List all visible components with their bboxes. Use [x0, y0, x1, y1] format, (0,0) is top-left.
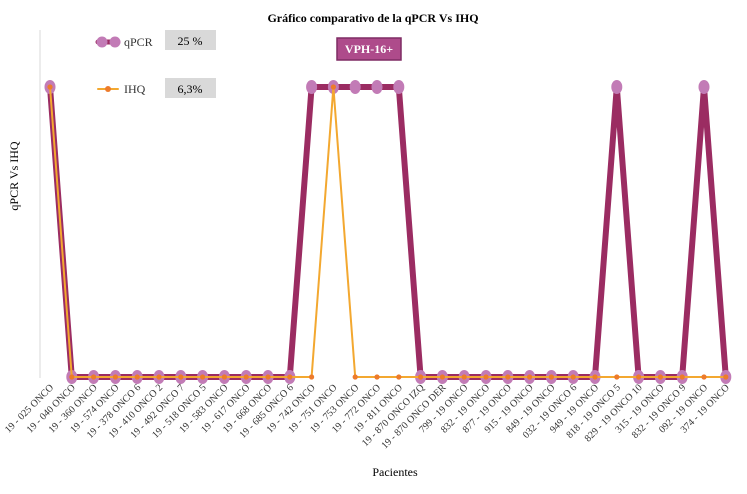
data-point-ihq [265, 374, 271, 380]
data-point-ihq [418, 374, 424, 380]
legend-swatch-qpcr-marker [96, 36, 108, 48]
data-point-ihq [69, 374, 75, 380]
data-point-ihq [483, 374, 489, 380]
data-point-qpcr [611, 80, 623, 94]
data-point-ihq [701, 374, 707, 380]
data-point-qpcr [306, 80, 318, 94]
data-point-ihq [156, 374, 162, 380]
data-point-ihq [352, 374, 358, 380]
data-point-ihq [178, 374, 184, 380]
series-layer [44, 80, 732, 384]
data-point-ihq [243, 374, 249, 380]
data-point-qpcr [393, 80, 405, 94]
legend-label-qpcr: qPCR [124, 35, 153, 49]
legend-value-qpcr: 25 % [178, 34, 203, 48]
data-point-qpcr [698, 80, 710, 94]
data-point-ihq [657, 374, 664, 380]
data-point-ihq [200, 374, 206, 380]
legend-swatch-qpcr-marker [109, 36, 121, 48]
annotation-box [336, 37, 402, 61]
annotation-vph16: VPH-16+ [336, 37, 402, 61]
legend: qPCR 25 % IHQ 6,3% [95, 30, 216, 98]
data-point-ihq [527, 374, 533, 380]
data-point-ihq [396, 374, 402, 380]
data-point-ihq [330, 84, 336, 90]
data-point-ihq [679, 374, 685, 380]
data-point-ihq [374, 374, 380, 380]
data-point-ihq [112, 374, 118, 380]
data-point-ihq [91, 374, 97, 380]
series-ihq [47, 84, 729, 380]
data-point-ihq [614, 374, 620, 380]
data-point-ihq [723, 374, 729, 380]
chart-title: Gráfico comparativo de la qPCR Vs IHQ [267, 11, 478, 25]
legend-value-ihq: 6,3% [178, 82, 203, 96]
data-point-ihq [221, 374, 227, 380]
data-point-qpcr [349, 80, 361, 94]
legend-item-qpcr: qPCR 25 % [95, 30, 216, 50]
data-point-ihq [134, 374, 140, 380]
data-point-ihq [461, 374, 467, 380]
y-axis-label: qPCR Vs IHQ [7, 141, 21, 210]
legend-swatch-ihq-marker [105, 86, 111, 92]
series-line-qpcr [47, 84, 729, 380]
data-point-ihq [439, 374, 445, 380]
data-point-ihq [287, 374, 293, 380]
legend-value-box-ihq [165, 78, 216, 98]
legend-item-ihq: IHQ 6,3% [97, 78, 216, 98]
data-point-ihq [548, 374, 555, 380]
data-point-ihq [47, 84, 53, 90]
data-point-qpcr [371, 80, 383, 94]
data-point-ihq [505, 374, 511, 380]
legend-label-ihq: IHQ [124, 82, 146, 96]
series-line-ihq [49, 86, 726, 378]
data-point-ihq [570, 374, 576, 380]
data-point-ihq [592, 374, 598, 380]
data-point-ihq [636, 374, 642, 380]
x-axis-label: Pacientes [372, 465, 418, 479]
series-qpcr [44, 80, 732, 384]
legend-value-box-qpcr [165, 30, 216, 50]
data-point-ihq [309, 374, 315, 380]
annotation-text: VPH-16+ [345, 42, 393, 56]
